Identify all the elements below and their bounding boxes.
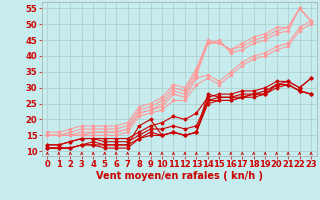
- X-axis label: Vent moyen/en rafales ( kn/h ): Vent moyen/en rafales ( kn/h ): [96, 171, 263, 181]
